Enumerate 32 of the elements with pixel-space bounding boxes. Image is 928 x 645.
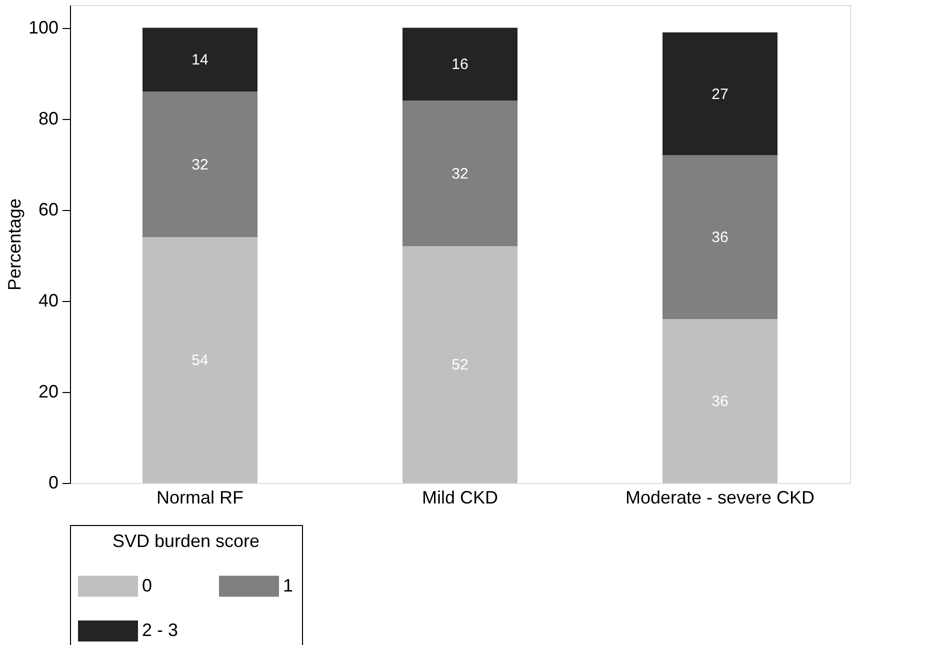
data-label: 14 bbox=[192, 52, 208, 69]
bar bbox=[402, 246, 518, 483]
bar bbox=[142, 91, 258, 238]
bar bbox=[662, 319, 778, 483]
y-tick-label: 60 bbox=[38, 199, 58, 220]
legend-label: 1 bbox=[283, 575, 294, 596]
bar bbox=[142, 28, 258, 92]
legend-title: SVD burden score bbox=[112, 531, 260, 551]
y-tick-label: 100 bbox=[28, 17, 58, 38]
data-label: 16 bbox=[452, 56, 468, 74]
data-label: 27 bbox=[712, 86, 728, 103]
data-label: 54 bbox=[192, 352, 208, 370]
bar bbox=[402, 28, 518, 101]
bar bbox=[142, 237, 258, 483]
data-label: 36 bbox=[712, 229, 728, 246]
x-tick-label: Normal RF bbox=[156, 488, 244, 508]
y-tick-label: 20 bbox=[38, 381, 58, 402]
y-tick-label: 80 bbox=[38, 108, 58, 128]
bar bbox=[662, 155, 778, 320]
data-label: 32 bbox=[452, 165, 468, 182]
x-tick-label: Mild CKD bbox=[422, 488, 498, 508]
y-tick-label: 0 bbox=[48, 472, 58, 492]
y-tick-label: 40 bbox=[38, 290, 58, 310]
x-tick-label: Moderate - severe CKD bbox=[625, 488, 815, 508]
bar bbox=[402, 100, 518, 246]
data-label: 36 bbox=[712, 393, 728, 410]
legend-label: 2 - 3 bbox=[142, 620, 178, 640]
data-label: 32 bbox=[192, 156, 208, 174]
y-axis-title: Percentage bbox=[4, 198, 24, 291]
bar bbox=[662, 32, 778, 156]
data-label: 52 bbox=[452, 356, 468, 374]
legend-label: 0 bbox=[142, 575, 152, 596]
